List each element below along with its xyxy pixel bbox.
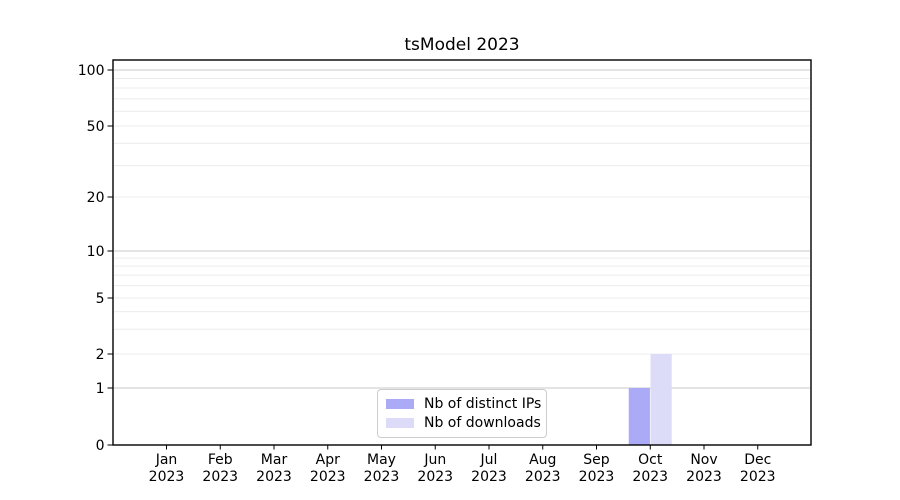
x-tick-label-month-jan: Jan [155,452,178,468]
chart-title: tsModel 2023 [404,35,520,55]
x-tick-label-month-sep: Sep [583,452,610,468]
x-tick-label-year-apr: 2023 [310,469,346,485]
plot-border [112,59,812,446]
x-tick-label-year-jan: 2023 [149,469,185,485]
y-tick-label-1: 1 [96,381,105,397]
x-tick-label-month-apr: Apr [316,452,340,468]
x-tick-label-year-mar: 2023 [256,469,292,485]
x-tick-label-year-dec: 2023 [740,469,776,485]
x-tick-label-month-dec: Dec [744,452,771,468]
y-tick-label-20: 20 [87,190,105,206]
x-tick-label-year-sep: 2023 [579,469,615,485]
x-tick-label-month-feb: Feb [208,452,233,468]
x-tick-label-year-may: 2023 [364,469,400,485]
x-tick-label-month-aug: Aug [529,452,556,468]
x-tick-label-year-jun: 2023 [417,469,453,485]
x-tick-label-month-oct: Oct [638,452,663,468]
legend-swatch-distinct-ips [386,398,414,409]
x-tick-label-year-jul: 2023 [471,469,507,485]
y-tick-label-5: 5 [96,291,105,307]
x-tick-label-year-feb: 2023 [202,469,238,485]
bar-oct-downloads [650,354,672,445]
x-tick-label-month-may: May [367,452,396,468]
y-tick-label-2: 2 [96,347,105,363]
x-tick-label-month-mar: Mar [261,452,288,468]
y-tick-label-50: 50 [87,119,105,135]
x-tick-label-month-jun: Jun [423,452,446,468]
y-tick-label-10: 10 [87,244,105,260]
legend: Nb of distinct IPs Nb of downloads [377,389,547,438]
x-tick-label-year-oct: 2023 [632,469,668,485]
y-tick-label-0: 0 [96,438,105,454]
x-tick-label-year-aug: 2023 [525,469,561,485]
x-tick-label-year-nov: 2023 [686,469,722,485]
x-tick-label-month-nov: Nov [690,452,717,468]
bar-oct-distinct-ips [628,388,650,445]
y-tick-label-100: 100 [78,63,105,79]
x-tick-label-month-jul: Jul [480,452,498,468]
legend-label-distinct-ips: Nb of distinct IPs [424,395,542,412]
legend-swatch-downloads [386,418,414,429]
legend-item-distinct-ips: Nb of distinct IPs [386,395,542,412]
legend-label-downloads: Nb of downloads [424,415,541,432]
legend-item-downloads: Nb of downloads [386,415,541,432]
